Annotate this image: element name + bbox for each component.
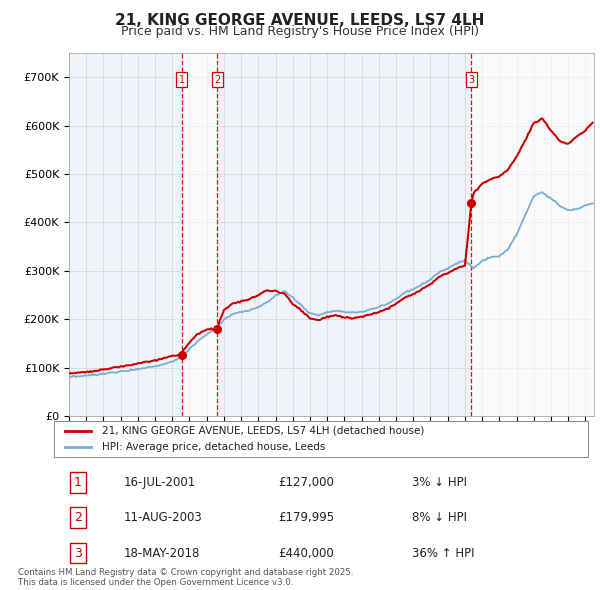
Text: 21, KING GEORGE AVENUE, LEEDS, LS7 4LH (detached house): 21, KING GEORGE AVENUE, LEEDS, LS7 4LH (… — [102, 425, 424, 435]
Text: £127,000: £127,000 — [278, 476, 334, 489]
Text: 2: 2 — [74, 511, 82, 525]
Text: 3: 3 — [468, 75, 475, 85]
Text: 1: 1 — [179, 75, 185, 85]
Text: 18-MAY-2018: 18-MAY-2018 — [124, 546, 200, 560]
Text: HPI: Average price, detached house, Leeds: HPI: Average price, detached house, Leed… — [102, 442, 325, 453]
Text: 16-JUL-2001: 16-JUL-2001 — [124, 476, 196, 489]
Text: 8% ↓ HPI: 8% ↓ HPI — [412, 511, 467, 525]
Text: £179,995: £179,995 — [278, 511, 334, 525]
Text: Price paid vs. HM Land Registry's House Price Index (HPI): Price paid vs. HM Land Registry's House … — [121, 25, 479, 38]
Text: 3: 3 — [74, 546, 82, 560]
Text: Contains HM Land Registry data © Crown copyright and database right 2025.
This d: Contains HM Land Registry data © Crown c… — [18, 568, 353, 587]
Bar — [182, 53, 217, 416]
Bar — [472, 53, 594, 416]
Text: 36% ↑ HPI: 36% ↑ HPI — [412, 546, 474, 560]
Text: 1: 1 — [74, 476, 82, 489]
Text: 21, KING GEORGE AVENUE, LEEDS, LS7 4LH: 21, KING GEORGE AVENUE, LEEDS, LS7 4LH — [115, 13, 485, 28]
Text: 3% ↓ HPI: 3% ↓ HPI — [412, 476, 467, 489]
Text: 11-AUG-2003: 11-AUG-2003 — [124, 511, 202, 525]
Text: £440,000: £440,000 — [278, 546, 334, 560]
Text: 2: 2 — [214, 75, 221, 85]
